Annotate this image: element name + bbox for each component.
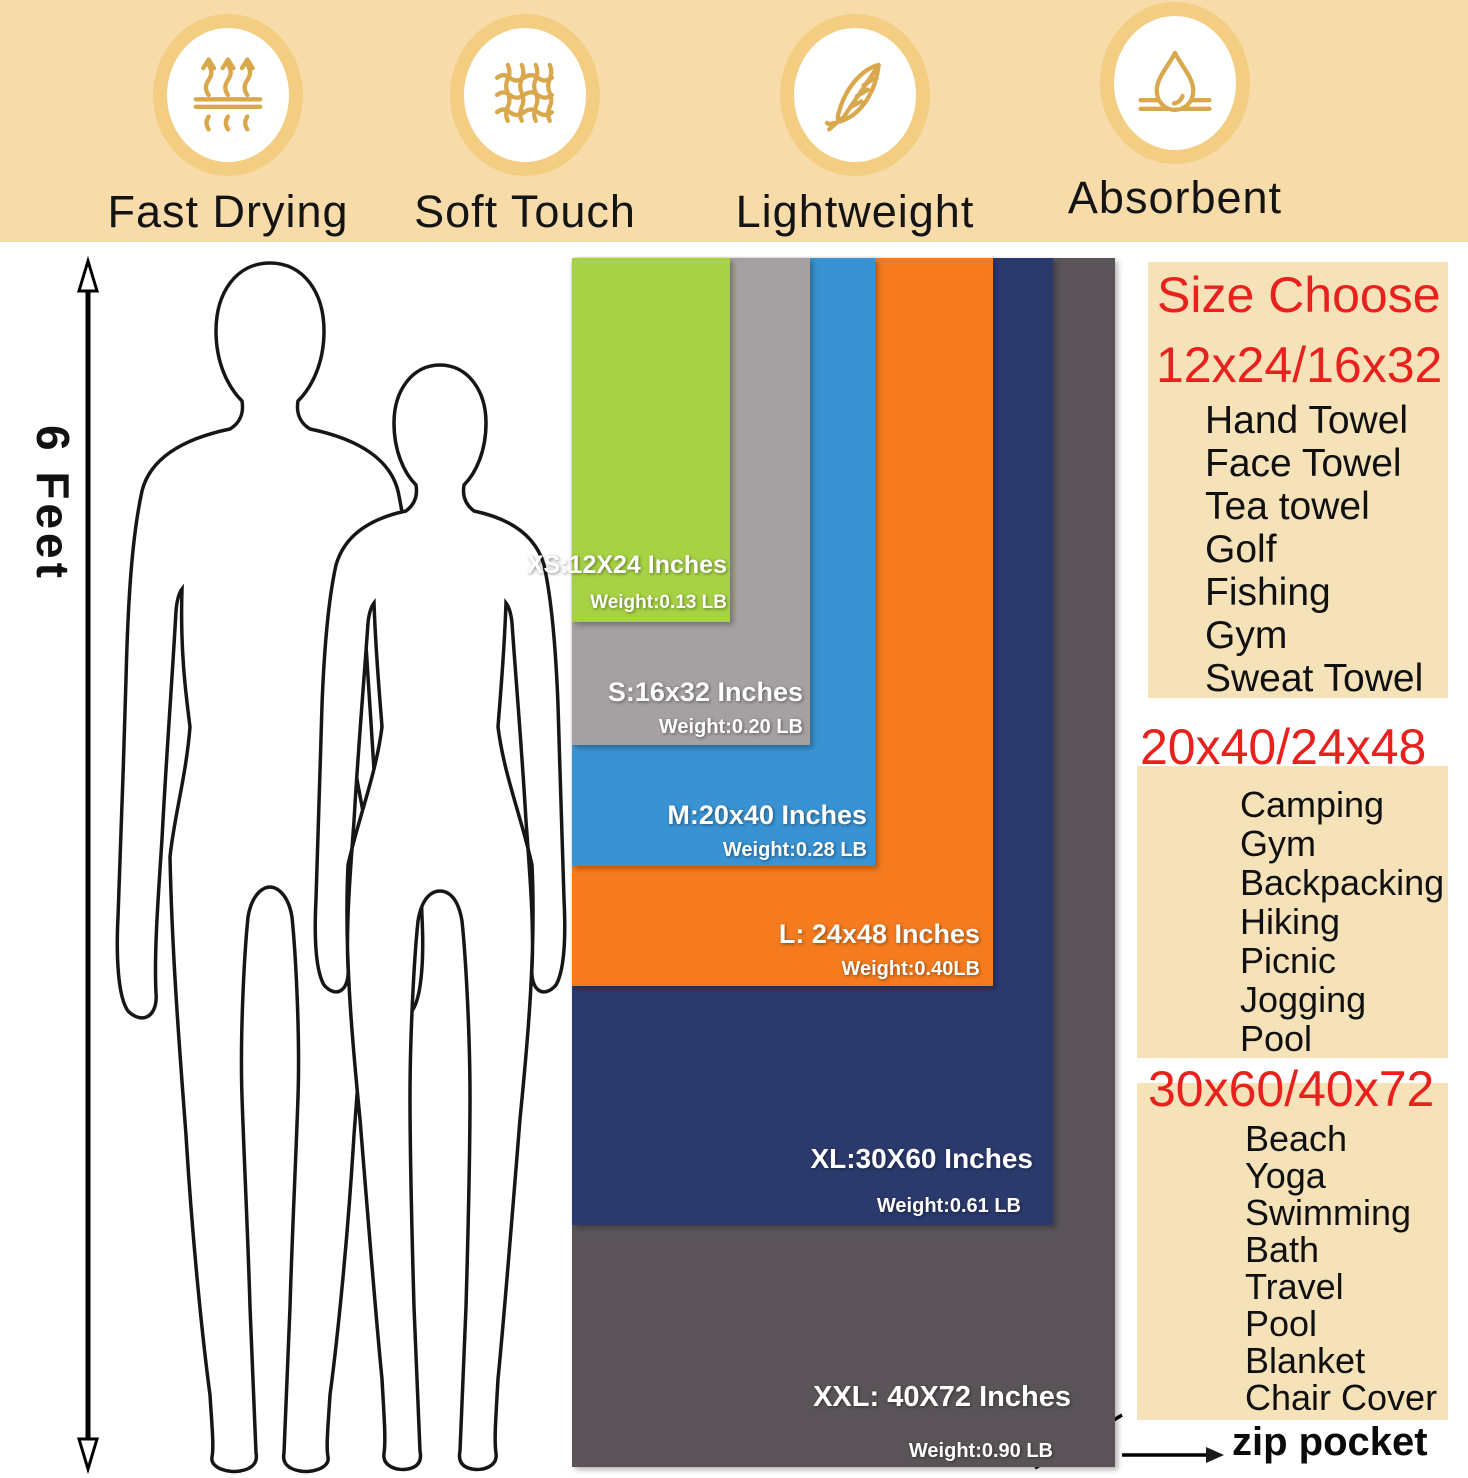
list-item: Face Towel [1205,442,1402,485]
size-weight: Weight:0.20 LB [658,716,803,738]
size-label: XL:30X60 Inches [810,1143,1033,1174]
size-chart: XXL: 40X72 Inches Weight:0.90 LB XL:30X6… [527,258,1115,1467]
size-weight: Weight:0.90 LB [908,1440,1053,1462]
size-choose-title: Size Choose [1157,267,1441,323]
list-item: Pool [1245,1303,1318,1344]
usage-list-2: Camping Gym Backpacking Hiking Picnic Jogging… [1240,785,1444,1058]
size-weight: Weight:0.28 LB [722,839,867,861]
size-info-box-2 [1137,766,1448,1058]
size-weight: Weight:0.61 LB [876,1195,1021,1217]
size-label: XS:12X24 Inches [526,551,727,579]
feature-label: Soft Touch [414,186,636,237]
list-item: Backpacking [1240,862,1445,903]
list-item: Pool [1240,1018,1313,1059]
list-item: Camping [1240,784,1385,825]
feature-label: Absorbent [1067,172,1283,223]
feature-fast-drying: Fast Drying [78,14,378,238]
fast-drying-icon [153,14,303,176]
size-rect-xs: XS:12X24 Inches Weight:0.13 LB [527,258,730,622]
usage-list-1: Hand Towel Face Towel Tea towel Golf Fishing… [1205,399,1423,700]
list-item: Jogging [1240,979,1367,1020]
list-item: Tea towel [1205,485,1370,528]
list-item: Chair Cover [1245,1377,1438,1418]
list-item: Bath [1245,1229,1320,1270]
list-item: Gym [1205,614,1288,657]
box-2-heading: 20x40/24x48 [1140,719,1427,775]
figure-area [76,255,567,1475]
list-item: Beach [1245,1118,1348,1159]
list-item: Blanket [1245,1340,1366,1381]
list-item: Hiking [1240,901,1341,942]
list-item: Golf [1205,528,1277,571]
absorbent-icon [1100,2,1250,164]
list-item: Yoga [1245,1155,1326,1196]
size-label: M:20x40 Inches [667,800,867,830]
size-label: XXL: 40X72 Inches [813,1381,1071,1413]
female-silhouette [313,363,567,1472]
height-label: 6 Feet [27,425,79,582]
size-info-box-3 [1137,1083,1448,1420]
height-arrow [76,255,100,1475]
feature-label: Fast Drying [107,186,349,237]
feature-banner: Fast Drying Soft Touch Lightwei [0,0,1468,242]
soft-touch-icon [450,14,600,176]
size-info-box-1 [1148,262,1448,698]
feature-soft-touch: Soft Touch [375,14,675,238]
list-item: Hand Towel [1205,399,1409,442]
list-item: Swimming [1245,1192,1412,1233]
list-item: Gym [1240,823,1316,864]
usage-list-3: Beach Yoga Swimming Bath Travel Pool Blanket Ch… [1245,1120,1437,1416]
feature-absorbent: Absorbent [1025,2,1325,238]
zip-pocket-label: zip pocket [1232,1420,1428,1464]
size-weight: Weight:0.40LB [841,958,980,980]
list-item: Fishing [1205,571,1331,614]
box-3-heading: 30x60/40x72 [1148,1061,1435,1117]
box-1-heading: 12x24/16x32 [1156,337,1443,393]
size-weight: Weight:0.13 LB [590,592,727,613]
lightweight-icon [780,14,930,176]
list-item: Picnic [1240,940,1337,981]
feature-lightweight: Lightweight [705,14,1005,238]
list-item: Travel [1245,1266,1344,1307]
size-label: L: 24x48 Inches [778,919,980,949]
feature-label: Lightweight [735,186,975,237]
size-label: S:16x32 Inches [607,677,803,707]
list-item: Sweat Towel [1205,657,1424,700]
